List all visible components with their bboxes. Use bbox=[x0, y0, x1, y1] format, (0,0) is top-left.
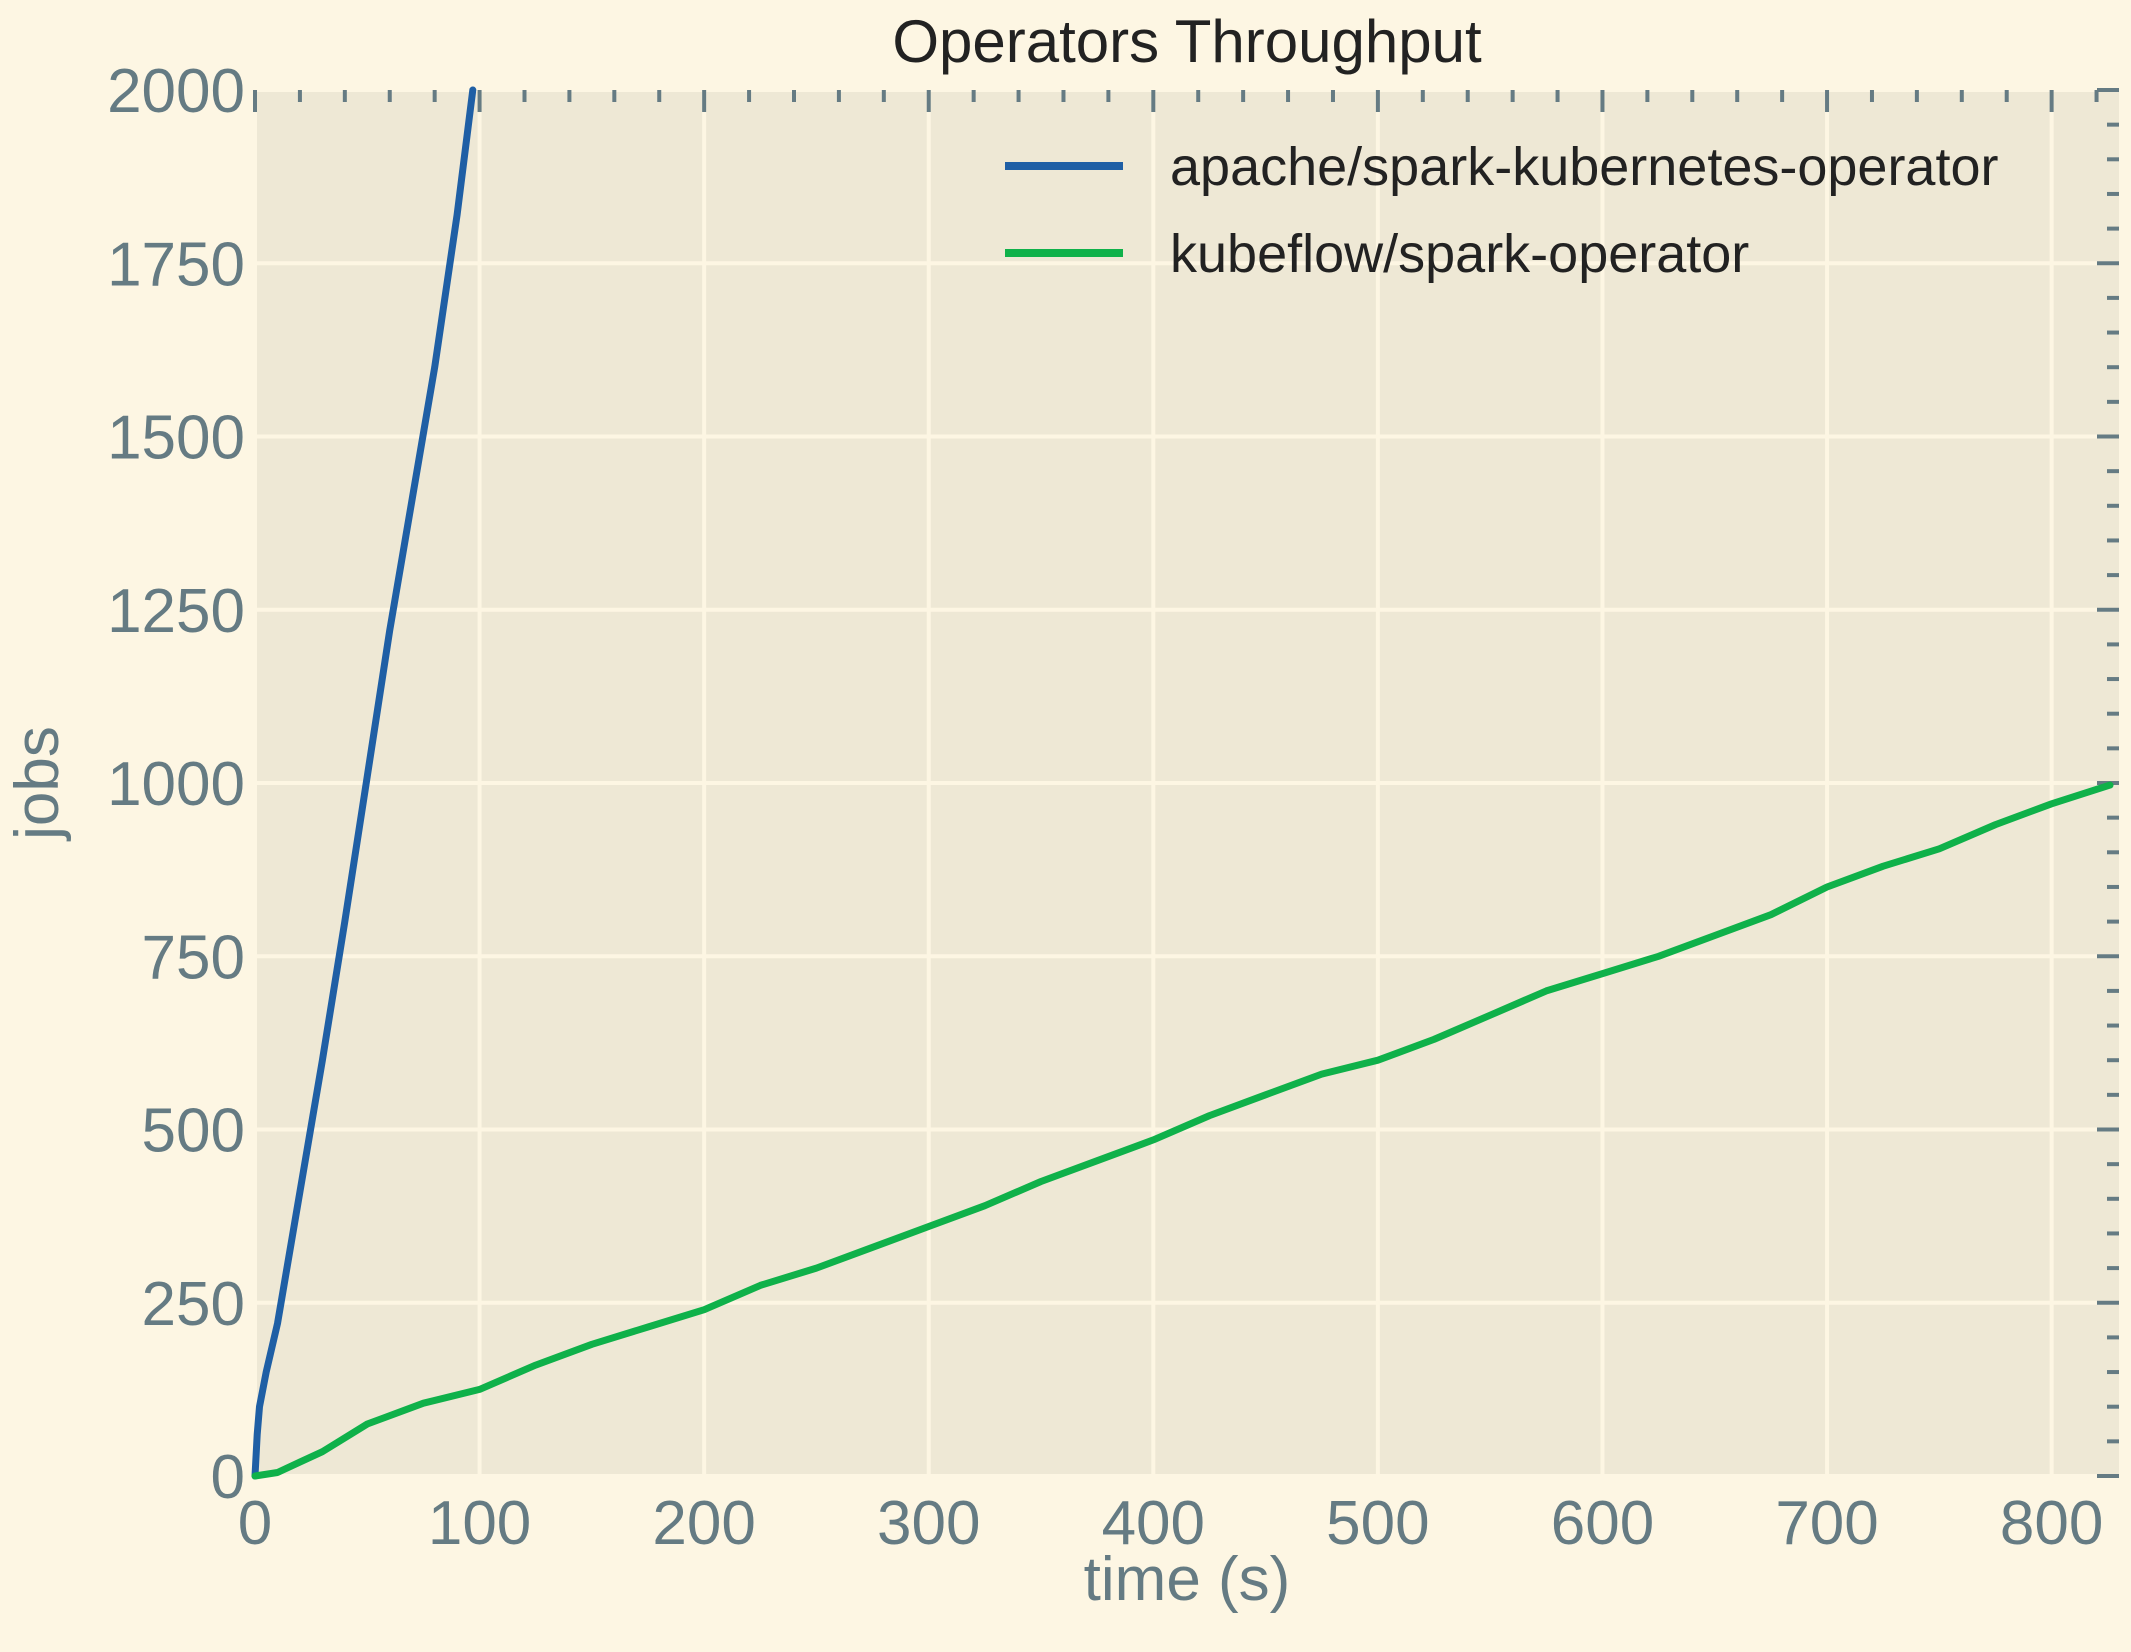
y-tick-label: 500 bbox=[142, 1097, 245, 1166]
x-tick-label: 500 bbox=[1326, 1489, 1429, 1558]
series-line-1 bbox=[251, 781, 2114, 1480]
legend-label-1: kubeflow/spark-operator bbox=[1170, 224, 1749, 284]
x-tick-label: 0 bbox=[238, 1489, 272, 1558]
y-tick-label: 1000 bbox=[107, 750, 245, 819]
y-tick-label: 1250 bbox=[107, 577, 245, 646]
grid-layer bbox=[253, 88, 2119, 1478]
y-tick-label: 1500 bbox=[107, 404, 245, 473]
y-tick-label: 750 bbox=[142, 923, 245, 992]
y-tick-label: 250 bbox=[142, 1270, 245, 1339]
x-tick-label: 300 bbox=[877, 1489, 980, 1558]
y-axis-label: jobs bbox=[3, 726, 72, 842]
x-axis-label: time (s) bbox=[1084, 1545, 1291, 1614]
x-tick-label: 800 bbox=[2000, 1489, 2103, 1558]
x-tick-label: 600 bbox=[1551, 1489, 1654, 1558]
x-tick-label: 200 bbox=[652, 1489, 755, 1558]
series-line-0 bbox=[251, 86, 477, 1480]
legend-label-0: apache/spark-kubernetes-operator bbox=[1170, 137, 1999, 197]
y-tick-label: 1750 bbox=[107, 230, 245, 299]
chart-title: Operators Throughput bbox=[892, 8, 1482, 75]
y-tick-label: 0 bbox=[211, 1443, 245, 1512]
x-tick-label: 100 bbox=[428, 1489, 531, 1558]
y-tick-label: 2000 bbox=[107, 57, 245, 126]
x-tick-label: 400 bbox=[1102, 1489, 1205, 1558]
x-tick-label: 700 bbox=[1775, 1489, 1878, 1558]
tick-label-layer: 0 100 200 300 400 500 600 700 800 0 250 500 750 1000 1… bbox=[107, 57, 2103, 1558]
series-layer bbox=[251, 86, 2114, 1480]
legend: apache/spark-kubernetes-operator kubeflow… bbox=[1005, 137, 1999, 284]
